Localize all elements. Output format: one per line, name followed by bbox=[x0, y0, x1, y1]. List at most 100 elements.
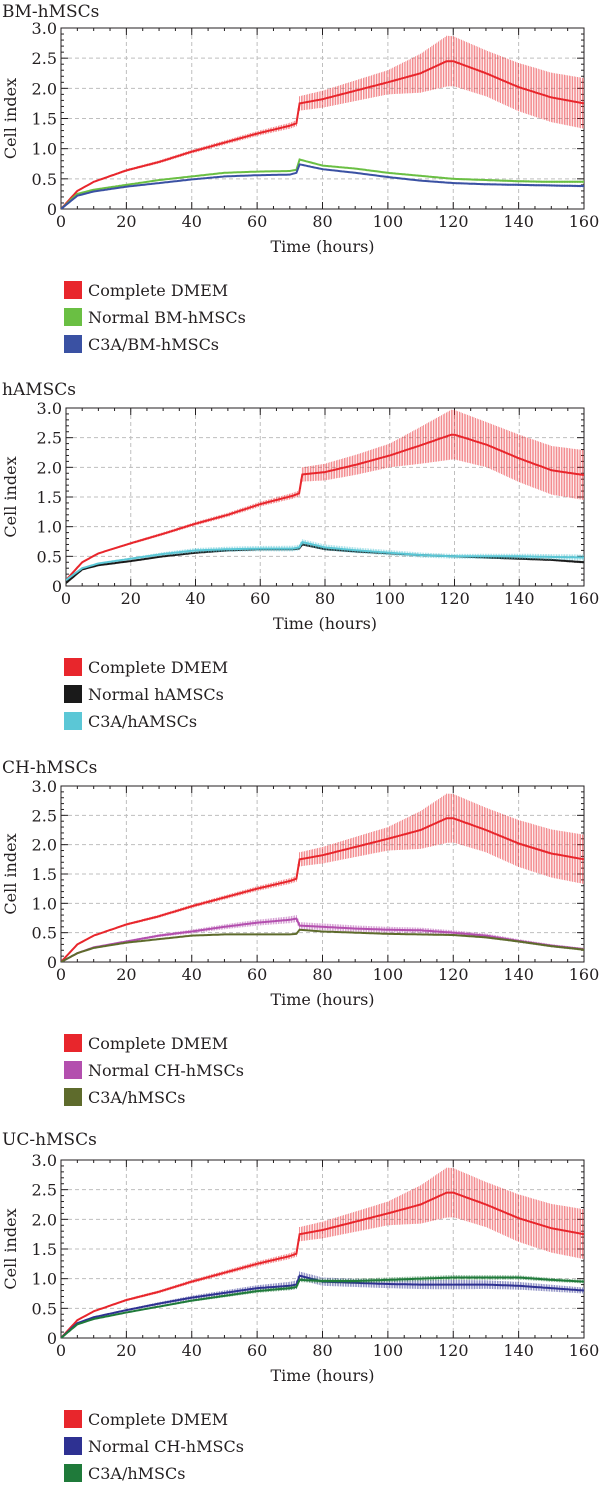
chart-panel-4: UC-hMSCs 0 20 40 60 80 100 120 140 160 0 0.5 1.0 1.5 2… bbox=[1, 1130, 599, 1483]
x-axis-label: Time (hours) bbox=[270, 237, 374, 256]
x-tick-label: 100 bbox=[373, 212, 404, 231]
x-tick-label: 80 bbox=[315, 589, 335, 608]
legend-swatch bbox=[64, 658, 82, 676]
y-tick-label: 0.5 bbox=[32, 170, 57, 189]
legend-label: Complete DMEM bbox=[88, 658, 228, 677]
x-tick-label: 40 bbox=[182, 1341, 202, 1360]
x-tick-label: 120 bbox=[438, 212, 469, 231]
y-tick-label: 2.5 bbox=[32, 806, 57, 825]
series-line bbox=[61, 1276, 584, 1338]
legend-swatch bbox=[64, 1034, 82, 1052]
x-tick-label: 100 bbox=[373, 965, 404, 984]
x-tick-label: 80 bbox=[312, 1341, 332, 1360]
x-tick-label: 140 bbox=[503, 1341, 534, 1360]
x-tick-label: 60 bbox=[247, 965, 267, 984]
legend-label: Complete DMEM bbox=[88, 281, 228, 300]
chart-title: UC-hMSCs bbox=[2, 1130, 97, 1150]
x-tick-label: 80 bbox=[312, 212, 332, 231]
chart-panel-3: CH-hMSCs 0 20 40 60 80 100 120 140 160 0 0.5 1.0 1.5 2… bbox=[1, 758, 599, 1107]
chart-panel-2: hAMSCs 0 20 40 60 80 100 120 140 160 0 0.5 1.0 1.5 2.0… bbox=[1, 380, 599, 731]
series-error-bars bbox=[81, 409, 584, 563]
y-tick-label: 0.5 bbox=[37, 547, 62, 566]
y-tick-label: 1.0 bbox=[32, 894, 57, 913]
chart-title: CH-hMSCs bbox=[2, 758, 97, 778]
chart-title: hAMSCs bbox=[2, 380, 76, 400]
legend-swatch bbox=[64, 1061, 82, 1079]
x-tick-label: 120 bbox=[438, 1341, 469, 1360]
chart-title: BM-hMSCs bbox=[2, 2, 99, 22]
x-tick-label: 0 bbox=[56, 212, 66, 231]
x-tick-label: 40 bbox=[185, 589, 205, 608]
x-tick-label: 40 bbox=[182, 212, 202, 231]
x-tick-label: 20 bbox=[121, 589, 141, 608]
x-axis-label: Time (hours) bbox=[270, 990, 374, 1009]
series-3 bbox=[61, 1275, 584, 1338]
legend-label: C3A/hAMSCs bbox=[88, 712, 197, 731]
y-tick-label: 0 bbox=[47, 953, 57, 972]
x-axis-label: Time (hours) bbox=[270, 1366, 374, 1385]
y-axis-label: Cell index bbox=[1, 456, 20, 537]
series-line bbox=[61, 817, 584, 962]
series-line bbox=[61, 163, 584, 209]
x-tick-label: 60 bbox=[247, 212, 267, 231]
y-tick-label: 0 bbox=[47, 200, 57, 219]
x-tick-label: 0 bbox=[61, 589, 71, 608]
legend-label: C3A/hMSCs bbox=[88, 1088, 185, 1107]
legend-label: Normal BM-hMSCs bbox=[88, 308, 246, 327]
legend-swatch bbox=[64, 712, 82, 730]
x-tick-label: 40 bbox=[182, 965, 202, 984]
y-tick-label: 3.0 bbox=[32, 777, 57, 796]
x-tick-label: 0 bbox=[56, 965, 66, 984]
legend-swatch bbox=[64, 281, 82, 299]
legend-label: Normal CH-hMSCs bbox=[88, 1061, 244, 1080]
x-tick-label: 100 bbox=[373, 1341, 404, 1360]
series-1 bbox=[61, 1167, 584, 1338]
x-tick-label: 0 bbox=[56, 1341, 66, 1360]
x-tick-label: 20 bbox=[116, 965, 136, 984]
series-3 bbox=[61, 163, 584, 209]
legend-label: C3A/hMSCs bbox=[88, 1464, 185, 1483]
series-1 bbox=[61, 35, 584, 209]
series-1 bbox=[61, 793, 584, 962]
legend-label: C3A/BM-hMSCs bbox=[88, 335, 219, 354]
legend-swatch bbox=[64, 1464, 82, 1482]
series-error-bars bbox=[80, 915, 584, 953]
series-line bbox=[61, 917, 584, 962]
x-tick-label: 160 bbox=[569, 1341, 600, 1360]
y-tick-label: 3.0 bbox=[37, 399, 62, 418]
x-tick-label: 60 bbox=[250, 589, 270, 608]
x-tick-label: 100 bbox=[374, 589, 405, 608]
legend-label: Complete DMEM bbox=[88, 1410, 228, 1429]
x-tick-label: 140 bbox=[503, 212, 534, 231]
y-tick-label: 1.5 bbox=[32, 1240, 57, 1259]
y-tick-label: 2.0 bbox=[37, 458, 62, 477]
y-tick-label: 0 bbox=[52, 577, 62, 596]
y-tick-label: 0 bbox=[47, 1329, 57, 1348]
legend-swatch bbox=[64, 1437, 82, 1455]
series-line bbox=[61, 1191, 584, 1338]
y-tick-label: 2.0 bbox=[32, 836, 57, 855]
y-tick-label: 1.5 bbox=[32, 110, 57, 129]
y-tick-label: 2.5 bbox=[37, 429, 62, 448]
y-tick-label: 2.5 bbox=[32, 1181, 57, 1200]
series-line bbox=[61, 60, 584, 209]
x-tick-label: 140 bbox=[504, 589, 535, 608]
series-line bbox=[61, 928, 584, 962]
y-tick-label: 1.5 bbox=[37, 488, 62, 507]
y-tick-label: 1.0 bbox=[37, 518, 62, 537]
x-tick-label: 160 bbox=[569, 589, 600, 608]
y-tick-label: 2.0 bbox=[32, 1210, 57, 1229]
y-tick-label: 0.5 bbox=[32, 1299, 57, 1318]
series-3 bbox=[66, 539, 584, 581]
y-axis-label: Cell index bbox=[1, 833, 20, 914]
series-line bbox=[66, 433, 584, 581]
x-tick-label: 160 bbox=[569, 965, 600, 984]
y-tick-label: 3.0 bbox=[32, 19, 57, 38]
series-line bbox=[66, 540, 584, 581]
y-tick-label: 1.0 bbox=[32, 140, 57, 159]
series-error-bars bbox=[76, 793, 584, 945]
legend-swatch bbox=[64, 685, 82, 703]
series-error-bars bbox=[76, 1167, 584, 1321]
x-tick-label: 20 bbox=[116, 212, 136, 231]
